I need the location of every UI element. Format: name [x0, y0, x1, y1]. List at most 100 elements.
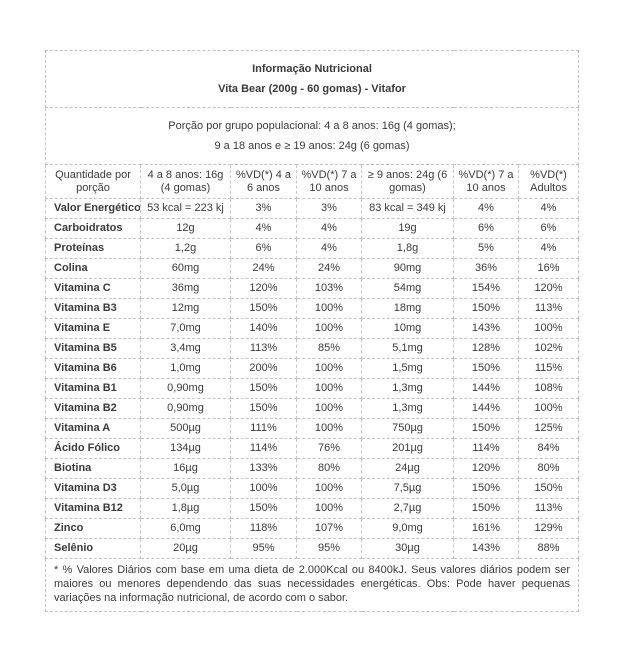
nutrient-value: 84% — [517, 438, 580, 459]
nutrient-value: 113% — [517, 498, 580, 519]
label-title: Informação Nutricional — [252, 63, 372, 75]
nutrient-value: 125% — [517, 418, 580, 439]
nutrient-value: 5,1mg — [361, 338, 454, 359]
nutrient-value: 100% — [296, 358, 362, 379]
nutrient-value: 100% — [296, 298, 362, 319]
nutrient-value: 134µg — [140, 438, 231, 459]
column-header-row: Quantidade por porção 4 a 8 anos: 16g (4… — [45, 164, 580, 199]
table-row: Vitamina D3 5,0µg 100% 100% 7,5µg 150% 150% — [45, 478, 580, 499]
nutrient-value: 1,8µg — [140, 498, 231, 519]
nutrient-name: Vitamina B12 — [45, 498, 141, 519]
nutrient-value: 140% — [230, 318, 297, 339]
nutrient-value: 143% — [453, 538, 519, 559]
table-row: Vitamina B5 3,4mg 113% 85% 5,1mg 128% 102% — [45, 338, 580, 359]
nutrient-value: 36mg — [140, 278, 231, 299]
nutrient-value: 0,90mg — [140, 378, 231, 399]
nutrient-value: 100% — [296, 498, 362, 519]
nutrient-value: 100% — [230, 478, 297, 499]
table-row: Ácido Fólico 134µg 114% 76% 201µg 114% 84% — [45, 438, 580, 459]
nutrient-name: Biotina — [45, 458, 141, 479]
nutrient-value: 5% — [453, 238, 519, 259]
nutrient-value: 53 kcal = 223 kj — [140, 198, 231, 219]
nutrient-value: 19g — [361, 218, 454, 239]
nutrient-value: 12g — [140, 218, 231, 239]
nutrient-value: 1,3mg — [361, 378, 454, 399]
footnote: * % Valores Diários com base em uma diet… — [44, 558, 580, 612]
table-row: Vitamina B1 0,90mg 150% 100% 1,3mg 144% 108% — [45, 378, 580, 399]
table-row: Vitamina B6 1,0mg 200% 100% 1,5mg 150% 115% — [45, 358, 580, 379]
nutrient-value: 150% — [230, 298, 297, 319]
nutrient-value: 36% — [453, 258, 519, 279]
nutrient-value: 120% — [517, 278, 580, 299]
nutrient-value: 120% — [453, 458, 519, 479]
nutrient-value: 4% — [517, 238, 580, 259]
table-row: Vitamina A 500µg 111% 100% 750µg 150% 125% — [45, 418, 580, 439]
nutrient-value: 2,7µg — [361, 498, 454, 519]
portion-row: Porção por grupo populacional: 4 a 8 ano… — [44, 107, 580, 165]
nutrient-value: 143% — [453, 318, 519, 339]
nutrient-name: Valor Energético — [45, 198, 141, 219]
nutrient-value: 4% — [296, 218, 362, 239]
nutrient-value: 24% — [296, 258, 362, 279]
table-row: Vitamina B3 12mg 150% 100% 18mg 150% 113% — [45, 298, 580, 319]
nutrient-value: 24% — [230, 258, 297, 279]
table-row: Zinco 6,0mg 118% 107% 9,0mg 161% 129% — [45, 518, 580, 539]
nutrient-value: 150% — [453, 298, 519, 319]
nutrient-value: 154% — [453, 278, 519, 299]
nutrient-name: Proteínas — [45, 238, 141, 259]
footnote-row: * % Valores Diários com base em uma diet… — [44, 558, 580, 612]
nutrient-value: 5,0µg — [140, 478, 231, 499]
nutrient-value: 80% — [517, 458, 580, 479]
nutrient-value: 6% — [517, 218, 580, 239]
nutrient-name: Zinco — [45, 518, 141, 539]
table-row: Vitamina E 7,0mg 140% 100% 10mg 143% 100% — [45, 318, 580, 339]
nutrient-value: 150% — [517, 478, 580, 499]
nutrient-value: 100% — [296, 478, 362, 499]
nutrient-name: Ácido Fólico — [45, 438, 141, 459]
nutrient-value: 100% — [296, 318, 362, 339]
nutrient-value: 1,8g — [361, 238, 454, 259]
nutrient-name: Vitamina B3 — [45, 298, 141, 319]
column-header-quantity: Quantidade por porção — [45, 164, 141, 199]
column-header-vd-adults: %VD(*) Adultos — [517, 164, 580, 199]
nutrient-value: 113% — [517, 298, 580, 319]
nutrient-value: 95% — [296, 538, 362, 559]
nutrient-name: Vitamina B6 — [45, 358, 141, 379]
nutrient-value: 150% — [230, 498, 297, 519]
nutrient-value: 113% — [230, 338, 297, 359]
portion-line-2: 9 a 18 anos e ≥ 19 anos: 24g (6 gomas) — [214, 140, 410, 152]
nutrient-value: 120% — [230, 278, 297, 299]
table-row: Proteínas 1,2g 6% 4% 1,8g 5% 4% — [45, 238, 580, 259]
nutrient-value: 3% — [230, 198, 297, 219]
nutrient-name: Vitamina B5 — [45, 338, 141, 359]
nutrient-value: 150% — [453, 358, 519, 379]
nutrient-value: 80% — [296, 458, 362, 479]
column-header-vd-4-6: %VD(*) 4 a 6 anos — [230, 164, 297, 199]
nutrition-table: Informação Nutricional Vita Bear (200g -… — [44, 50, 580, 612]
nutrient-value: 144% — [453, 398, 519, 419]
nutrient-name: Vitamina D3 — [45, 478, 141, 499]
nutrient-value: 144% — [453, 378, 519, 399]
nutrient-value: 16% — [517, 258, 580, 279]
nutrient-value: 107% — [296, 518, 362, 539]
nutrient-value: 12mg — [140, 298, 231, 319]
nutrient-value: 4% — [230, 218, 297, 239]
nutrient-value: 6% — [453, 218, 519, 239]
nutrient-value: 200% — [230, 358, 297, 379]
nutrient-name: Selênio — [45, 538, 141, 559]
column-header-vd-7-10-a: %VD(*) 7 a 10 anos — [296, 164, 362, 199]
nutrient-value: 1,0mg — [140, 358, 231, 379]
nutrient-name: Vitamina B1 — [45, 378, 141, 399]
nutrient-value: 1,5mg — [361, 358, 454, 379]
nutrient-value: 103% — [296, 278, 362, 299]
nutrient-value: 100% — [517, 318, 580, 339]
nutrient-value: 18mg — [361, 298, 454, 319]
nutrient-value: 500µg — [140, 418, 231, 439]
nutrient-value: 16µg — [140, 458, 231, 479]
nutrient-value: 118% — [230, 518, 297, 539]
nutrient-name: Vitamina B2 — [45, 398, 141, 419]
nutrient-value: 3,4mg — [140, 338, 231, 359]
nutrient-value: 150% — [453, 418, 519, 439]
nutrient-value: 115% — [517, 358, 580, 379]
nutrient-name: Vitamina E — [45, 318, 141, 339]
